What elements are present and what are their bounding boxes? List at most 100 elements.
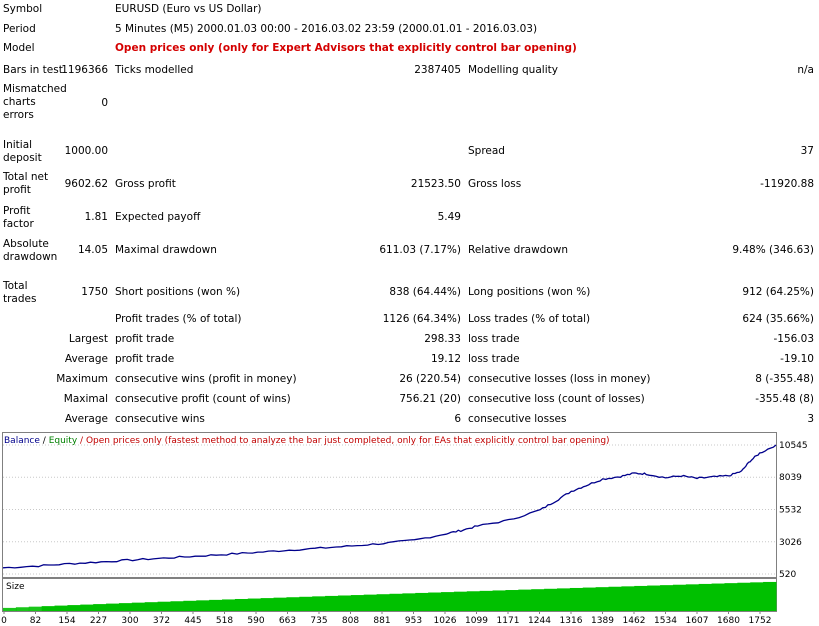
size-label: Size <box>6 582 25 592</box>
size-bar <box>247 598 262 611</box>
size-bar <box>402 593 416 611</box>
y-tick-label: 5532 <box>779 506 802 516</box>
size-bar <box>685 584 700 611</box>
size-bar <box>763 581 777 611</box>
size-bar <box>544 588 558 611</box>
x-tick-label: 227 <box>90 616 107 626</box>
y-tick-label: 3026 <box>779 538 802 548</box>
absdd-value: 14.05 <box>77 244 108 256</box>
average-profit-label: profit trade <box>115 353 175 365</box>
payoff-value: 5.49 <box>437 211 461 223</box>
size-bar <box>737 582 751 611</box>
mismatch-value: 0 <box>101 97 108 109</box>
x-tick-label: 445 <box>184 616 201 626</box>
absdd-label: Absolute drawdown <box>3 238 58 263</box>
largest-loss-label: loss trade <box>468 333 520 345</box>
maxdd-value: 611.03 (7.17%) <box>379 244 461 256</box>
size-bar <box>711 583 725 611</box>
average-loss-value: -19.10 <box>780 353 814 365</box>
average-profit-value: 19.12 <box>430 353 461 365</box>
x-tick-label: 1026 <box>434 616 457 626</box>
netprofit-label: Total net profit <box>3 171 49 196</box>
y-tick-label: 520 <box>779 570 796 580</box>
size-bar <box>131 602 146 611</box>
size-bar <box>183 600 197 611</box>
size-bars <box>3 581 777 611</box>
period-value: 5 Minutes (M5) 2000.01.03 00:00 - 2016.0… <box>115 23 538 35</box>
mismatch-label: Mismatched charts errors <box>3 83 67 121</box>
max-losses-label: consecutive losses (loss in money) <box>468 373 651 385</box>
balance-line <box>2 444 777 569</box>
avg2-label: Average <box>64 413 108 425</box>
y-tick-label: 10545 <box>779 441 808 451</box>
size-bar <box>724 583 738 611</box>
maximal-label: Maximal <box>63 393 108 405</box>
model-value: Open prices only (only for Expert Adviso… <box>115 42 577 54</box>
largest-loss-value: -156.03 <box>773 333 814 345</box>
losstrades-label: Loss trades (% of total) <box>468 313 591 325</box>
report-table: Symbol EURUSD (Euro vs US Dollar) Period… <box>3 3 814 425</box>
chart-frame <box>2 432 777 578</box>
size-bar <box>337 595 352 611</box>
x-tick-label: 1607 <box>686 616 709 626</box>
quality-value: n/a <box>797 64 814 76</box>
size-bar <box>325 595 339 611</box>
grossloss-label: Gross loss <box>468 178 522 190</box>
x-tick-label: 154 <box>58 616 75 626</box>
size-bar <box>492 590 506 611</box>
size-bar <box>647 585 661 611</box>
grossprofit-label: Gross profit <box>115 178 176 190</box>
x-tick-label: 1171 <box>497 616 520 626</box>
trades-value: 1750 <box>81 286 108 298</box>
profittrades-value: 1126 (64.34%) <box>382 313 461 325</box>
avg-wins-value: 6 <box>454 413 461 425</box>
maxdd-label: Maximal drawdown <box>115 244 217 256</box>
size-bar <box>222 599 236 611</box>
x-tick-label: 881 <box>373 616 390 626</box>
avg-losses-value: 3 <box>807 413 814 425</box>
size-bar <box>415 592 429 611</box>
size-bar <box>157 601 171 611</box>
x-tick-label: 1752 <box>749 616 772 626</box>
x-axis-labels: 0 82 154 227 300 372 445 518 590 663 735 808 881 953 1… <box>1 611 771 626</box>
average-loss-label: loss trade <box>468 353 520 365</box>
spread-label: Spread <box>468 145 505 157</box>
max-losses-value: 8 (-355.48) <box>755 373 814 385</box>
size-bar <box>582 587 597 611</box>
pf-value: 1.81 <box>84 211 108 223</box>
legend-equity: Equity <box>48 436 78 446</box>
size-bar <box>54 605 68 611</box>
maximum-label: Maximum <box>56 373 108 385</box>
legend-separator: / <box>42 436 46 446</box>
y-tick-label: 8039 <box>779 473 802 483</box>
largest-profit-value: 298.33 <box>424 333 461 345</box>
size-bar <box>621 586 635 611</box>
size-bar <box>505 590 519 611</box>
size-bar <box>569 587 584 611</box>
size-bar <box>479 590 494 611</box>
size-bar <box>350 595 365 611</box>
legend-mode: / Open prices only (fastest method to an… <box>80 436 610 446</box>
legend-balance: Balance <box>4 436 40 446</box>
size-bar <box>608 586 622 611</box>
avg-losses-label: consecutive losses <box>468 413 567 425</box>
size-bar <box>286 597 300 611</box>
size-bar <box>3 607 17 611</box>
ticks-value: 2387405 <box>414 64 461 76</box>
x-tick-label: 808 <box>342 616 359 626</box>
y-axis-labels: 10545 8039 5532 3026 520 <box>779 441 808 580</box>
x-tick-label: 0 <box>1 616 7 626</box>
bars-label: Bars in test <box>3 64 63 76</box>
long-label: Long positions (won %) <box>468 286 591 298</box>
max-wins-value: 26 (220.54) <box>399 373 461 385</box>
period-label: Period <box>3 23 36 35</box>
x-tick-label: 1316 <box>560 616 583 626</box>
x-tick-label: 300 <box>121 616 138 626</box>
x-tick-label: 1680 <box>717 616 740 626</box>
grossloss-value: -11920.88 <box>760 178 814 190</box>
size-bar <box>28 606 43 611</box>
maxl-loss-label: consecutive loss (count of losses) <box>468 393 645 405</box>
size-bar <box>234 598 249 611</box>
x-tick-label: 1099 <box>465 616 488 626</box>
